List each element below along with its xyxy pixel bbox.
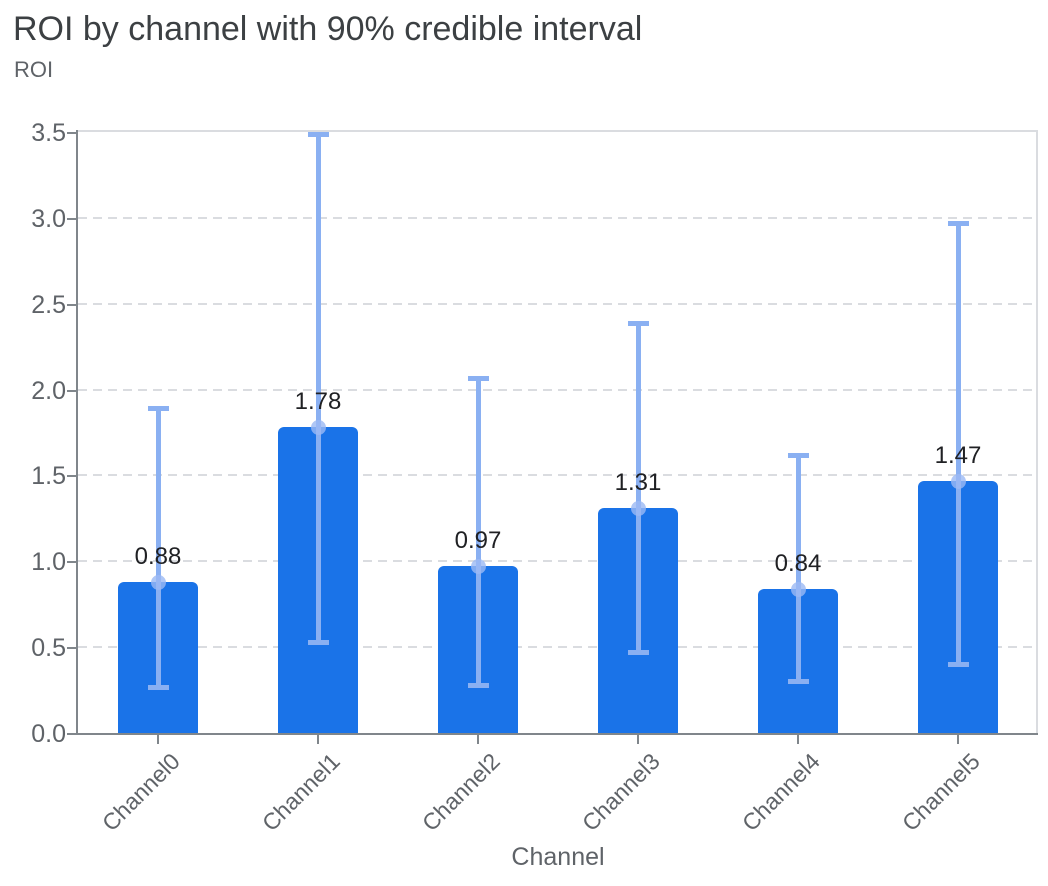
y-tick-mark bbox=[67, 389, 76, 392]
x-tick-label: Channel5 bbox=[896, 748, 985, 837]
y-tick-mark bbox=[67, 303, 76, 306]
bar-value-label: 0.97 bbox=[454, 527, 502, 555]
error-bar-line bbox=[316, 133, 321, 642]
error-bar-line bbox=[636, 322, 641, 653]
error-bar-cap-top bbox=[148, 406, 169, 412]
bar-value-label: 1.31 bbox=[614, 469, 662, 497]
x-tick-label: Channel3 bbox=[576, 748, 665, 837]
bar-top-marker bbox=[951, 473, 966, 489]
bar-top-marker bbox=[311, 420, 326, 436]
gridline bbox=[78, 474, 1038, 477]
error-bar-cap-bottom bbox=[788, 679, 809, 685]
bar-value-label: 1.78 bbox=[294, 388, 342, 416]
error-bar-cap-bottom bbox=[148, 684, 169, 690]
y-tick-mark bbox=[67, 733, 76, 735]
y-tick-mark bbox=[67, 132, 76, 134]
y-tick-label: 3.5 bbox=[31, 119, 66, 147]
x-tick-mark bbox=[317, 735, 319, 744]
y-tick-label: 1.0 bbox=[31, 548, 66, 577]
error-bar-cap-top bbox=[308, 131, 329, 137]
bar-top-marker bbox=[151, 574, 166, 590]
x-tick-mark bbox=[637, 735, 639, 744]
error-bar-cap-top bbox=[788, 452, 809, 458]
y-tick-mark bbox=[67, 475, 76, 478]
chart-title: ROI by channel with 90% credible interva… bbox=[13, 10, 643, 48]
error-bar-cap-bottom bbox=[628, 650, 649, 656]
error-bar-cap-top bbox=[628, 320, 649, 326]
x-tick-label: Channel2 bbox=[416, 748, 505, 837]
y-axis-line bbox=[76, 130, 78, 735]
x-axis-title: Channel bbox=[511, 843, 605, 871]
bar-top-marker bbox=[791, 581, 806, 597]
y-tick-label: 2.5 bbox=[31, 290, 66, 319]
x-axis-line bbox=[76, 733, 1038, 735]
y-tick-label: 2.0 bbox=[31, 376, 66, 405]
y-tick-label: 1.5 bbox=[31, 462, 66, 491]
plot-border-top bbox=[78, 130, 1038, 132]
y-tick-mark bbox=[67, 647, 76, 650]
error-bar-line bbox=[156, 408, 161, 687]
error-bar-cap-top bbox=[948, 221, 969, 226]
x-tick-label: Channel1 bbox=[256, 748, 345, 837]
bar-value-label: 1.47 bbox=[934, 441, 982, 469]
x-tick-mark bbox=[957, 735, 959, 744]
error-bar-line bbox=[796, 454, 801, 682]
y-tick-label: 0.5 bbox=[31, 634, 66, 663]
error-bar-line bbox=[476, 377, 481, 685]
error-bar-cap-top bbox=[468, 375, 489, 381]
error-bar-cap-bottom bbox=[308, 639, 329, 645]
plot-area: 0.88 1.78 0.97 1.31 0.84 1.47 bbox=[78, 131, 1038, 733]
y-tick-label: 0.0 bbox=[31, 720, 66, 748]
bar-top-marker bbox=[471, 559, 486, 575]
y-axis-title: ROI bbox=[14, 57, 54, 82]
bar-value-label: 0.88 bbox=[134, 542, 182, 570]
gridline bbox=[78, 646, 1038, 649]
gridline bbox=[78, 560, 1038, 563]
plot-border-right bbox=[1036, 132, 1038, 733]
x-tick-mark bbox=[157, 735, 159, 744]
bar-value-label: 0.84 bbox=[774, 549, 822, 577]
y-tick-mark bbox=[67, 561, 76, 564]
x-tick-label: Channel4 bbox=[736, 748, 825, 837]
x-tick-label: Channel0 bbox=[96, 748, 185, 837]
gridline bbox=[78, 302, 1038, 305]
y-tick-mark bbox=[67, 217, 76, 220]
error-bar-cap-bottom bbox=[948, 662, 969, 668]
bar-top-marker bbox=[631, 501, 646, 517]
gridline bbox=[78, 388, 1038, 391]
y-tick-label: 3.0 bbox=[31, 204, 66, 233]
error-bar-cap-bottom bbox=[468, 682, 489, 688]
x-tick-mark bbox=[477, 735, 479, 744]
x-tick-mark bbox=[797, 735, 799, 744]
gridline bbox=[78, 216, 1038, 219]
error-bar-line bbox=[956, 223, 961, 665]
